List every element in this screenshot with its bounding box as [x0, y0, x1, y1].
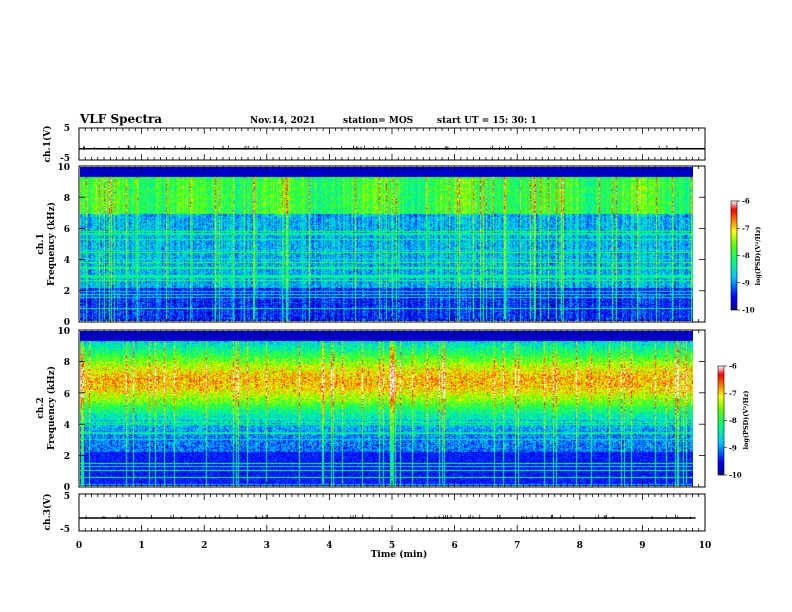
ch3-voltage-ticks [78, 494, 706, 531]
ch1-ytick-0: 0 [64, 318, 70, 328]
ch2-colorbar-gradient [717, 365, 725, 476]
ch1-ytick-4: 4 [64, 256, 70, 266]
ch2-freq-ticklabels: 0 2 4 6 8 10 [57, 327, 70, 493]
ch2-colorbar-label: log(PSD)(V²/Hz) [742, 391, 750, 450]
ch1-voltage-panel: 5 -5 ch.1(V) [42, 124, 706, 164]
ch2-colorbar-ticks: -6 -7 -8 -9 -10 [724, 362, 742, 480]
station-label: station= MOS [343, 116, 413, 126]
colorbar-tick-label: -10 [729, 471, 742, 480]
colorbar-tick-label: -6 [742, 197, 750, 206]
date-label: Nov.14, 2021 [250, 116, 316, 126]
ch1-voltage-ylabel: ch.1(V) [42, 126, 53, 163]
ch1-ytick-6: 6 [64, 225, 70, 235]
time-tick-label: 1 [138, 541, 144, 551]
time-tick-label: 10 [699, 541, 712, 551]
ch2-ytick-8: 8 [64, 358, 70, 368]
ch3-voltage-frame [78, 493, 706, 532]
ch1-ytick-8: 8 [64, 194, 70, 204]
ch3-voltage-panel: 5 -5 ch.3(V) 0 1 2 3 4 5 6 7 8 9 10 Time (min) [42, 492, 711, 560]
ch1-spectrogram-image [80, 167, 693, 321]
colorbar-tick-label: -10 [742, 306, 755, 315]
ch3-ytick-bottom: -5 [60, 525, 70, 535]
ch1-freq-ticklabels: 0 2 4 6 8 10 [57, 163, 70, 328]
ch1-voltage-spikes [82, 145, 678, 150]
ch1-colorbar: -6 -7 -8 -9 -10 log(PSD)(V²/Hz) [730, 197, 762, 315]
ch2-ytick-0: 0 [64, 483, 70, 493]
ch2-colorbar: -6 -7 -8 -9 -10 log(PSD)(V²/Hz) [717, 362, 750, 480]
ch2-spectrogram-image-holder [80, 331, 693, 486]
ch2-spectrogram-image [80, 331, 693, 486]
time-axis-ticklabels: 0 1 2 3 4 5 6 7 8 9 10 [76, 541, 711, 551]
ch1-colorbar-ticks: -6 -7 -8 -9 -10 [737, 197, 755, 315]
ch3-voltage-spikes [85, 514, 692, 520]
ch2-spectrogram-ylabel: ch.2Frequency (kHz) [36, 366, 57, 450]
ch2-spectrogram-ticks [78, 329, 706, 488]
time-tick-label: 6 [451, 541, 457, 551]
time-tick-label: 8 [577, 541, 583, 551]
ch3-ytick-top: 5 [64, 492, 70, 502]
ch1-ytick-10: 10 [57, 163, 70, 173]
time-axis-label: Time (min) [371, 549, 428, 560]
colorbar-tick-label: -9 [742, 278, 750, 287]
ch2-spectrogram-panel: 0 2 4 6 8 10 ch.2Frequency (kHz) [36, 327, 706, 493]
ch2-ytick-6: 6 [64, 390, 70, 400]
time-tick-label: 7 [514, 541, 520, 551]
ch1-spectrogram-panel: 0 2 4 6 8 10 ch.1Frequency (kHz) [36, 163, 706, 328]
ch2-ytick-2: 2 [64, 452, 70, 462]
time-tick-label: 0 [76, 541, 82, 551]
ch1-colorbar-label: log(PSD)(V²/Hz) [754, 227, 762, 286]
ch1-ytick-top: 5 [64, 124, 70, 134]
time-tick-label: 9 [639, 541, 645, 551]
ch3-voltage-ylabel: ch.3(V) [42, 494, 53, 531]
colorbar-tick-label: -6 [729, 362, 737, 371]
start-time-label: start UT = 15: 30: 1 [437, 116, 537, 126]
ch1-spectrogram-ylabel: ch.1Frequency (kHz) [36, 202, 57, 286]
colorbar-tick-label: -8 [742, 251, 750, 260]
time-tick-label: 3 [264, 541, 270, 551]
time-tick-label: 5 [389, 541, 395, 551]
colorbar-tick-label: -7 [742, 224, 750, 233]
ch1-voltage-ticks [78, 128, 706, 160]
colorbar-tick-label: -8 [729, 416, 737, 425]
time-tick-label: 2 [201, 541, 207, 551]
ch1-spectrogram-image-holder [80, 167, 693, 321]
ch2-ytick-4: 4 [64, 421, 70, 431]
ch1-colorbar-gradient [730, 200, 738, 311]
colorbar-tick-label: -9 [729, 443, 737, 452]
time-tick-label: 4 [326, 541, 332, 551]
ch1-ytick-2: 2 [64, 287, 70, 297]
colorbar-tick-label: -7 [729, 389, 737, 398]
figure-title: VLF Spectra [79, 112, 162, 126]
ch1-spectrogram-ticks [78, 165, 706, 323]
ch1-ytick-bottom: -5 [60, 154, 70, 164]
ch2-ytick-10: 10 [57, 327, 70, 337]
